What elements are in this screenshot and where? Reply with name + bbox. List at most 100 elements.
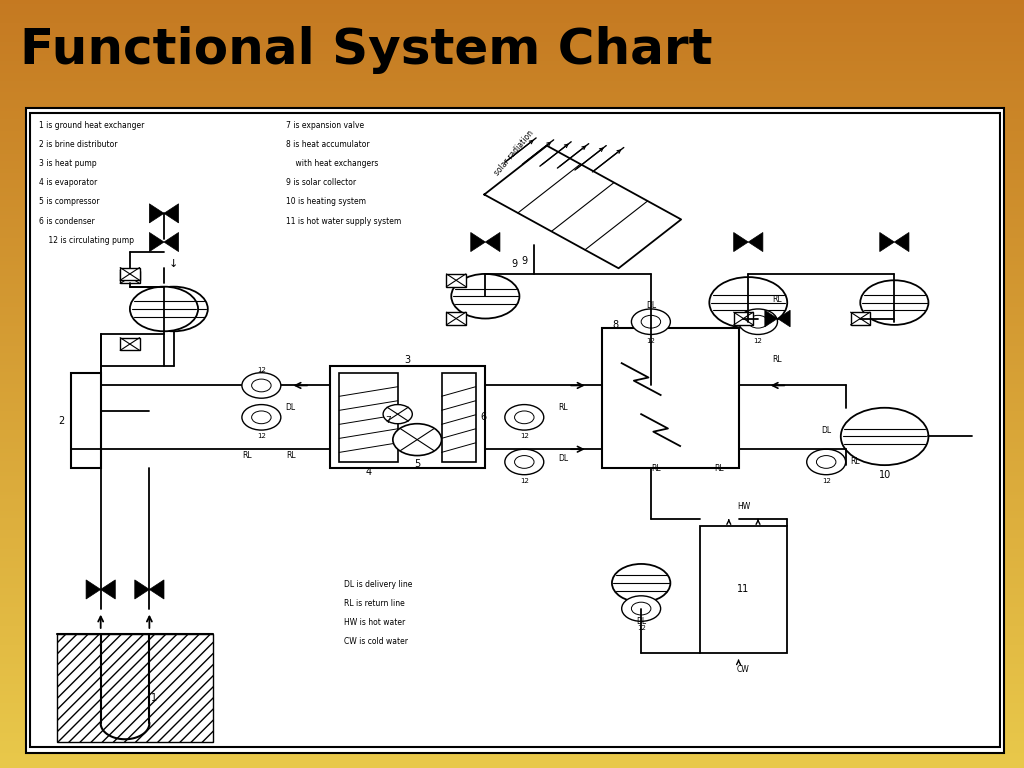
Bar (0, 484, 1024, 488)
Polygon shape (733, 233, 749, 252)
Polygon shape (765, 310, 777, 327)
Text: RL: RL (851, 458, 860, 466)
Bar (0, 645, 1024, 649)
Text: 12: 12 (520, 433, 528, 439)
Bar (0, 710, 1024, 714)
Bar (0, 411, 1024, 415)
Polygon shape (164, 233, 178, 252)
Bar (0, 684, 1024, 687)
Bar (0, 200, 1024, 204)
Bar (57, 634, 213, 743)
Polygon shape (777, 310, 791, 327)
Bar (0, 211, 1024, 215)
Circle shape (860, 280, 929, 325)
Text: ↓: ↓ (169, 260, 178, 270)
Bar (0, 269, 1024, 273)
Bar (0, 50, 1024, 54)
Circle shape (738, 309, 777, 335)
Bar (0, 714, 1024, 718)
Polygon shape (164, 204, 178, 223)
Bar (0, 61, 1024, 65)
Text: 12: 12 (637, 624, 645, 631)
Bar (0, 157, 1024, 161)
Bar (0, 42, 1024, 46)
Bar (441, 372, 475, 462)
Text: CW: CW (737, 664, 750, 674)
Bar (0, 207, 1024, 211)
Bar (0, 676, 1024, 680)
Bar (0, 123, 1024, 127)
Bar (0, 384, 1024, 388)
Text: 1: 1 (152, 693, 158, 703)
Bar (0, 453, 1024, 457)
Bar (0, 753, 1024, 756)
Bar (0, 300, 1024, 303)
Text: 5: 5 (414, 458, 420, 469)
Bar (0, 653, 1024, 657)
Bar (602, 328, 738, 468)
Bar (0, 745, 1024, 749)
Bar (0, 461, 1024, 465)
Circle shape (242, 405, 281, 430)
Circle shape (841, 408, 929, 465)
Bar (0, 238, 1024, 242)
Bar (0, 150, 1024, 154)
Text: 3 is heat pump: 3 is heat pump (39, 159, 97, 168)
Bar (0, 169, 1024, 173)
Bar (0, 733, 1024, 737)
Bar (0, 303, 1024, 307)
Bar (0, 530, 1024, 534)
Bar (0, 695, 1024, 699)
Bar (0, 680, 1024, 684)
Polygon shape (484, 146, 681, 268)
Text: 12: 12 (821, 478, 830, 484)
Bar (0, 445, 1024, 449)
Bar (0, 284, 1024, 288)
Bar (0, 276, 1024, 280)
Text: RL is return line: RL is return line (344, 599, 404, 608)
Bar (0, 472, 1024, 476)
Bar (0, 641, 1024, 645)
Bar (0, 119, 1024, 123)
Text: 11: 11 (737, 584, 750, 594)
Bar (0, 46, 1024, 50)
Text: 6 is condenser: 6 is condenser (39, 217, 95, 226)
Bar (0, 526, 1024, 530)
Bar (0, 265, 1024, 269)
Bar (72, 372, 100, 468)
Circle shape (710, 277, 787, 328)
Bar (0, 449, 1024, 453)
Text: 9 is solar collector: 9 is solar collector (286, 178, 355, 187)
Bar (0, 357, 1024, 361)
Bar (0, 522, 1024, 526)
Bar (0, 572, 1024, 576)
Bar (0, 315, 1024, 319)
Bar (0, 173, 1024, 177)
Text: RL: RL (773, 356, 782, 365)
Bar (0, 495, 1024, 499)
Bar (0, 192, 1024, 196)
Bar (0, 434, 1024, 438)
Bar (0, 165, 1024, 169)
Bar (0, 499, 1024, 503)
Bar (330, 366, 485, 468)
Bar (0, 58, 1024, 61)
Bar (0, 73, 1024, 77)
Circle shape (383, 405, 413, 424)
Bar (0, 764, 1024, 768)
Bar (0, 23, 1024, 27)
Bar (0, 588, 1024, 591)
Bar (0, 607, 1024, 611)
Circle shape (505, 405, 544, 430)
Text: 8 is heat accumulator: 8 is heat accumulator (286, 140, 370, 149)
Bar (0, 311, 1024, 315)
Bar (0, 246, 1024, 250)
Text: DL is delivery line: DL is delivery line (344, 580, 413, 589)
Bar (0, 664, 1024, 668)
Text: DL: DL (558, 454, 568, 463)
Bar (0, 756, 1024, 760)
Polygon shape (135, 580, 150, 599)
Bar (0, 603, 1024, 607)
Circle shape (505, 449, 544, 475)
Bar (0, 253, 1024, 257)
